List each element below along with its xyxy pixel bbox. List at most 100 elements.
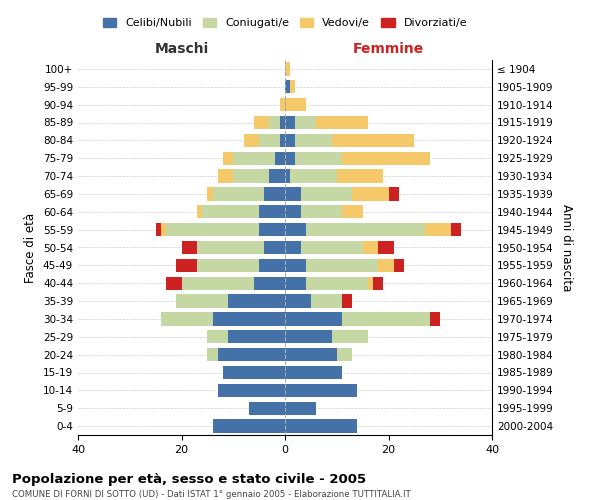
Bar [285, 223, 306, 236]
Legend: Celibi/Nubili, Coniugati/e, Vedovi/e, Divorziati/e: Celibi/Nubili, Coniugati/e, Vedovi/e, Di… [98, 13, 472, 32]
Bar [285, 402, 316, 415]
Bar [295, 134, 332, 147]
Bar [332, 330, 368, 344]
Text: COMUNE DI FORNI DI SOTTO (UD) - Dati ISTAT 1° gennaio 2005 - Elaborazione TUTTIT: COMUNE DI FORNI DI SOTTO (UD) - Dati IST… [12, 490, 411, 499]
Bar [259, 258, 285, 272]
Bar [342, 205, 362, 218]
Bar [285, 152, 295, 165]
Bar [208, 330, 228, 344]
Bar [208, 348, 218, 362]
Bar [269, 116, 280, 129]
Bar [285, 348, 337, 362]
Bar [254, 276, 285, 290]
Bar [394, 258, 404, 272]
Bar [197, 205, 202, 218]
Bar [244, 134, 259, 147]
Bar [223, 152, 233, 165]
Bar [301, 205, 342, 218]
Bar [202, 205, 259, 218]
Bar [285, 80, 290, 94]
Bar [166, 276, 182, 290]
Bar [161, 312, 212, 326]
Bar [342, 152, 430, 165]
Bar [285, 366, 342, 379]
Bar [368, 276, 373, 290]
Bar [275, 152, 285, 165]
Bar [161, 223, 166, 236]
Bar [362, 241, 378, 254]
Bar [285, 276, 306, 290]
Bar [285, 330, 332, 344]
Bar [265, 187, 285, 200]
Bar [301, 241, 362, 254]
Bar [311, 294, 342, 308]
Bar [337, 170, 383, 183]
Bar [166, 223, 259, 236]
Y-axis label: Fasce di età: Fasce di età [25, 212, 37, 282]
Bar [285, 241, 301, 254]
Text: Maschi: Maschi [154, 42, 209, 56]
Bar [182, 276, 254, 290]
Bar [265, 241, 285, 254]
Bar [285, 384, 358, 397]
Bar [280, 134, 285, 147]
Text: Popolazione per età, sesso e stato civile - 2005: Popolazione per età, sesso e stato civil… [12, 472, 366, 486]
Bar [233, 170, 269, 183]
Bar [290, 80, 295, 94]
Bar [425, 223, 451, 236]
Bar [295, 116, 316, 129]
Bar [259, 205, 285, 218]
Bar [233, 152, 275, 165]
Bar [306, 258, 378, 272]
Bar [212, 420, 285, 433]
Bar [176, 258, 197, 272]
Y-axis label: Anni di nascita: Anni di nascita [560, 204, 573, 291]
Bar [259, 223, 285, 236]
Bar [378, 258, 394, 272]
Bar [285, 312, 342, 326]
Bar [332, 134, 415, 147]
Bar [342, 312, 430, 326]
Bar [182, 241, 197, 254]
Bar [306, 223, 425, 236]
Bar [306, 276, 368, 290]
Bar [285, 134, 295, 147]
Bar [285, 116, 295, 129]
Bar [197, 241, 265, 254]
Bar [212, 187, 265, 200]
Bar [218, 384, 285, 397]
Bar [218, 170, 233, 183]
Bar [176, 294, 228, 308]
Bar [451, 223, 461, 236]
Bar [218, 348, 285, 362]
Bar [155, 223, 161, 236]
Bar [337, 348, 352, 362]
Bar [378, 241, 394, 254]
Bar [430, 312, 440, 326]
Bar [259, 134, 280, 147]
Bar [352, 187, 389, 200]
Bar [212, 312, 285, 326]
Bar [228, 294, 285, 308]
Bar [285, 170, 290, 183]
Bar [285, 98, 306, 112]
Bar [197, 258, 259, 272]
Bar [285, 258, 306, 272]
Bar [285, 420, 358, 433]
Bar [285, 205, 301, 218]
Bar [285, 187, 301, 200]
Bar [290, 170, 337, 183]
Bar [342, 294, 352, 308]
Bar [301, 187, 352, 200]
Bar [208, 187, 212, 200]
Bar [389, 187, 399, 200]
Bar [295, 152, 342, 165]
Bar [228, 330, 285, 344]
Bar [254, 116, 269, 129]
Bar [280, 116, 285, 129]
Bar [280, 98, 285, 112]
Bar [373, 276, 383, 290]
Bar [249, 402, 285, 415]
Bar [316, 116, 368, 129]
Bar [285, 294, 311, 308]
